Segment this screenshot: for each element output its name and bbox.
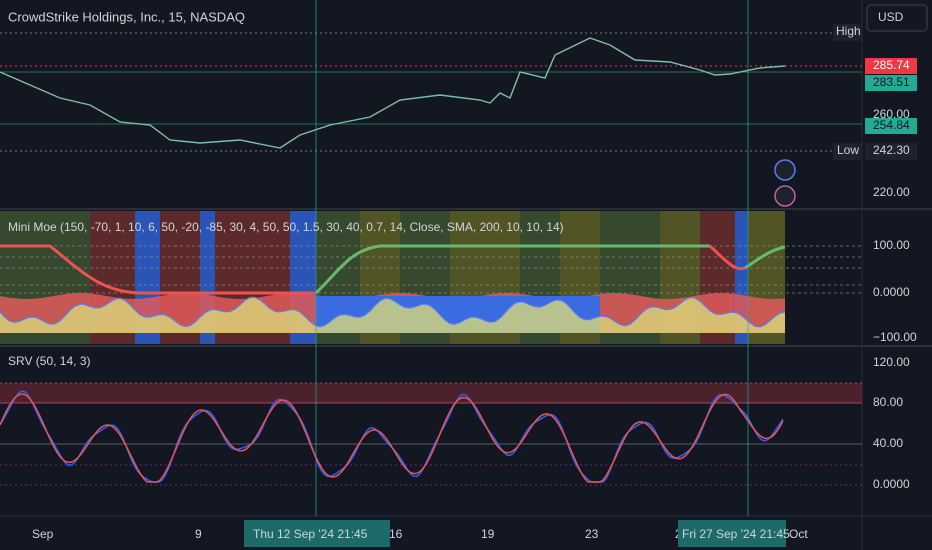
indicator-axis-label: 40.00 (873, 436, 903, 450)
indicator-label: Mini Moe (150, -70, 1, 10, 6, 50, -20, -… (8, 220, 564, 234)
indicator-label: SRV (50, 14, 3) (8, 354, 91, 368)
crosshair-time: Thu 12 Sep '24 21:45 (253, 527, 368, 541)
last-price: 285.74 (873, 58, 910, 72)
currency-label[interactable]: USD (878, 10, 904, 24)
crosshair-price: 254.84 (873, 118, 910, 132)
price-axis-label: 260.00 (873, 107, 910, 121)
oscillator-line (0, 296, 786, 328)
indicator-axis-label: 0.0000 (873, 285, 910, 299)
high-tag (833, 24, 863, 41)
crosshair-price: 283.51 (873, 75, 910, 89)
price-candles (0, 37, 786, 149)
crosshair-time-tag (244, 520, 390, 547)
crosshair-price-tag (865, 118, 917, 134)
price-axis-label: 220.00 (873, 185, 910, 199)
trend-line (744, 245, 786, 270)
alert-icon[interactable] (774, 159, 796, 181)
time-label: 16 (389, 527, 403, 541)
symbol-title: CrowdStrike Holdings, Inc., 15, NASDAQ (8, 9, 245, 24)
lightning-icon[interactable] (774, 185, 796, 207)
trend-line (0, 244, 316, 295)
currency-button[interactable] (866, 4, 928, 32)
indicator-axis-label: 100.00 (873, 238, 910, 252)
trend-line (708, 244, 746, 271)
crosshair-price-tag (865, 75, 917, 91)
low-label: Low (837, 143, 859, 157)
last-price-tag (865, 58, 917, 74)
indicator-axis-label: 80.00 (873, 395, 903, 409)
time-label: 23 (585, 527, 599, 541)
crosshair-time: Fri 27 Sep '24 21:45 (682, 527, 790, 541)
time-label: Sep (32, 527, 54, 541)
low-value-tag (865, 143, 917, 160)
crosshair-time-tag (678, 520, 786, 547)
time-label: 9 (195, 527, 202, 541)
indicator-axis-label: −100.00 (873, 330, 917, 344)
overbought-zone (0, 383, 862, 403)
time-label: Oct (789, 527, 808, 541)
low-value: 242.30 (873, 143, 910, 157)
high-label: High (836, 24, 861, 38)
indicator-axis-label: 0.0000 (873, 477, 910, 491)
srv-pane (0, 382, 862, 486)
low-tag (833, 143, 863, 160)
time-label: 19 (481, 527, 495, 541)
indicator-axis-label: 120.00 (873, 355, 910, 369)
mini-moe-pane (0, 211, 862, 344)
trend-line (314, 244, 710, 295)
srv-line (0, 393, 784, 483)
oscillator-area (0, 297, 785, 333)
